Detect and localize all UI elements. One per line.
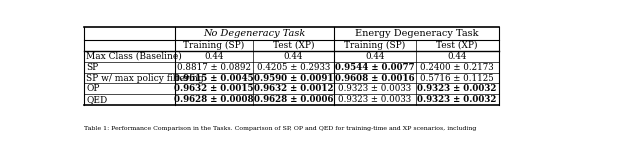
Text: 0.9632 ± 0.0015: 0.9632 ± 0.0015 — [174, 84, 254, 93]
Text: 0.2400 ± 0.2173: 0.2400 ± 0.2173 — [420, 63, 494, 72]
Text: 0.44: 0.44 — [447, 52, 467, 61]
Text: 0.44: 0.44 — [204, 52, 224, 61]
Text: 0.9323 ± 0.0032: 0.9323 ± 0.0032 — [417, 84, 497, 93]
Text: SP w/ max policy filtering: SP w/ max policy filtering — [86, 74, 204, 82]
Text: 0.44: 0.44 — [284, 52, 303, 61]
Text: OP: OP — [86, 84, 100, 93]
Text: 0.9544 ± 0.0077: 0.9544 ± 0.0077 — [335, 63, 415, 72]
Text: 0.5716 ± 0.1125: 0.5716 ± 0.1125 — [420, 74, 494, 82]
Text: 0.9323 ± 0.0032: 0.9323 ± 0.0032 — [417, 95, 497, 104]
Text: 0.9628 ± 0.0008: 0.9628 ± 0.0008 — [174, 95, 254, 104]
Text: Training (SP): Training (SP) — [184, 41, 244, 50]
Text: 0.9632 ± 0.0012: 0.9632 ± 0.0012 — [254, 84, 333, 93]
Text: Training (SP): Training (SP) — [344, 41, 406, 50]
Text: Test (XP): Test (XP) — [273, 41, 314, 50]
Text: 0.9628 ± 0.0006: 0.9628 ± 0.0006 — [254, 95, 333, 104]
Text: 0.9615 ± 0.0045: 0.9615 ± 0.0045 — [174, 74, 254, 82]
Text: 0.4205 ± 0.2933: 0.4205 ± 0.2933 — [257, 63, 330, 72]
Text: Energy Degeneracy Task: Energy Degeneracy Task — [355, 29, 478, 38]
Text: 0.9608 ± 0.0016: 0.9608 ± 0.0016 — [335, 74, 415, 82]
Text: SP: SP — [86, 63, 99, 72]
Text: 0.8817 ± 0.0892: 0.8817 ± 0.0892 — [177, 63, 251, 72]
Text: No Degeneracy Task: No Degeneracy Task — [204, 29, 306, 38]
Text: Test (XP): Test (XP) — [436, 41, 478, 50]
Text: Table 1: Performance Comparison in the Tasks. Comparison of SP, OP and QED for t: Table 1: Performance Comparison in the T… — [84, 126, 476, 131]
Text: 0.9590 ± 0.0091: 0.9590 ± 0.0091 — [254, 74, 333, 82]
Text: Max Class (Baseline): Max Class (Baseline) — [86, 52, 182, 61]
Text: QED: QED — [86, 95, 108, 104]
Text: 0.9323 ± 0.0033: 0.9323 ± 0.0033 — [339, 95, 412, 104]
Text: 0.44: 0.44 — [365, 52, 385, 61]
Text: 0.9323 ± 0.0033: 0.9323 ± 0.0033 — [339, 84, 412, 93]
